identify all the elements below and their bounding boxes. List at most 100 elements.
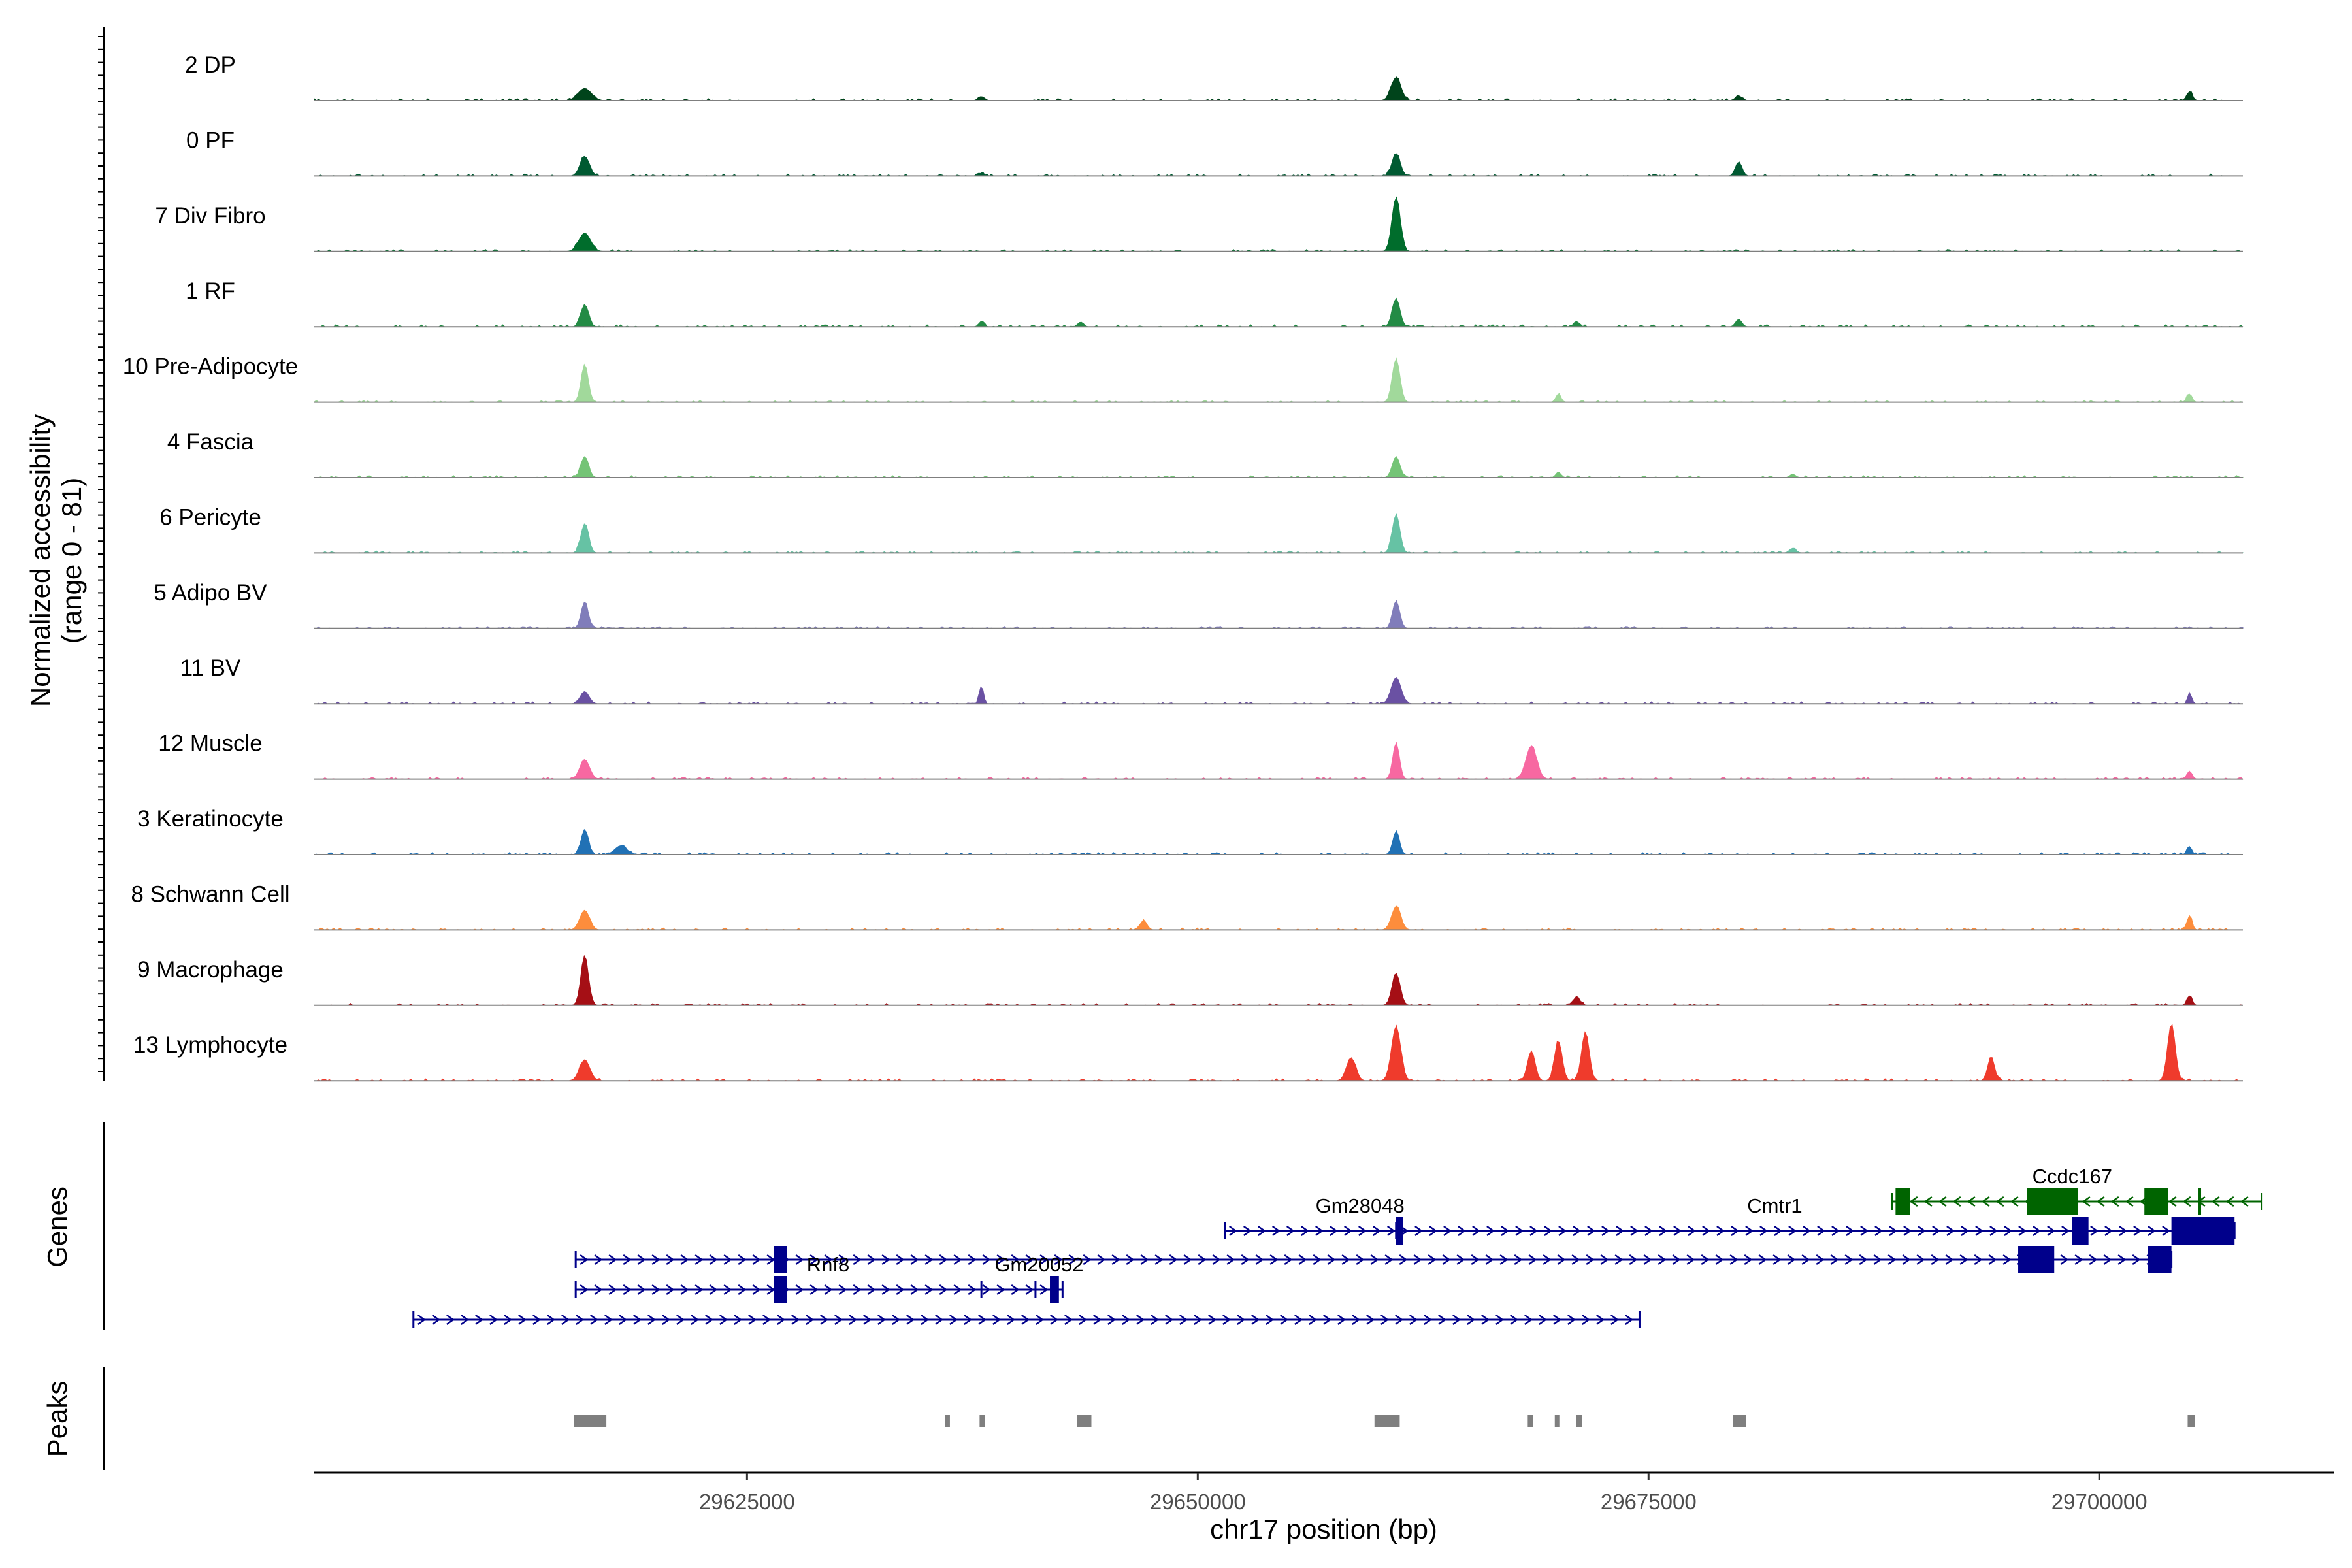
strand-chevron	[1007, 1314, 1015, 1326]
strand-chevron	[1688, 1225, 1697, 1237]
coverage-area	[314, 196, 2243, 252]
strand-chevron	[939, 1284, 948, 1296]
gene-exon	[774, 1276, 787, 1303]
strand-chevron	[1558, 1225, 1567, 1237]
strand-chevron	[417, 1314, 426, 1326]
strand-chevron	[1452, 1314, 1461, 1326]
strand-chevron	[1025, 1254, 1034, 1266]
strand-chevron	[637, 1284, 646, 1296]
strand-chevron	[1424, 1314, 1432, 1326]
strand-chevron	[1659, 1225, 1668, 1237]
strand-chevron	[1154, 1254, 1164, 1266]
strand-chevron	[1093, 1314, 1102, 1326]
strand-chevron	[1050, 1314, 1058, 1326]
gene-exon	[2148, 1246, 2172, 1273]
strand-chevron	[824, 1254, 833, 1266]
strand-chevron	[1788, 1225, 1797, 1237]
strand-chevron	[1974, 1254, 1983, 1266]
strand-chevron	[834, 1314, 843, 1326]
gene-label: Gm20052	[994, 1253, 1083, 1276]
strand-chevron	[518, 1314, 527, 1326]
strand-chevron	[1356, 1254, 1365, 1266]
coverage-y-axis	[98, 27, 105, 1081]
strand-chevron	[651, 1284, 661, 1296]
strand-chevron	[1241, 1254, 1250, 1266]
strand-chevron	[1916, 1254, 1925, 1266]
strand-chevron	[680, 1284, 689, 1296]
gene-exon	[1396, 1217, 1403, 1245]
strand-chevron	[1054, 1254, 1063, 1266]
strand-chevron	[1068, 1254, 1077, 1266]
gene-exon	[2027, 1188, 2078, 1215]
strand-chevron	[906, 1314, 915, 1326]
strand-chevron	[2133, 1225, 2142, 1237]
strand-chevron	[1803, 1225, 1812, 1237]
strand-chevron	[1358, 1225, 1367, 1237]
strand-chevron	[877, 1314, 886, 1326]
strand-chevron	[738, 1284, 747, 1296]
strand-chevron	[1414, 1225, 1424, 1237]
strand-chevron	[580, 1254, 589, 1266]
strand-chevron	[2197, 1196, 2206, 1207]
strand-chevron	[580, 1284, 589, 1296]
strand-chevron	[1309, 1314, 1317, 1326]
x-tick-label: 29675000	[1601, 1490, 1697, 1514]
gene-exon	[1895, 1188, 1910, 1215]
track-label: 3 Keratinocyte	[137, 806, 284, 832]
strand-chevron	[594, 1254, 603, 1266]
x-tick-label: 29625000	[699, 1490, 795, 1514]
peak-region	[1374, 1415, 1400, 1427]
strand-chevron	[1428, 1254, 1437, 1266]
coverage-area	[314, 600, 2244, 629]
strand-chevron	[1486, 1225, 1495, 1237]
x-axis-ticks: 29625000 29650000 29675000 29700000	[699, 1473, 2148, 1514]
strand-chevron	[2119, 1225, 2128, 1237]
strand-chevron	[1946, 1225, 1955, 1237]
track-label: 0 PF	[186, 127, 235, 153]
strand-chevron	[2132, 1254, 2141, 1266]
strand-chevron	[619, 1314, 627, 1326]
strand-chevron	[1625, 1314, 1633, 1326]
strand-chevron	[1165, 1314, 1173, 1326]
strand-chevron	[1981, 1196, 1990, 1207]
strand-chevron	[1443, 1225, 1452, 1237]
strand-chevron	[1909, 1196, 1918, 1207]
strand-chevron	[2225, 1196, 2234, 1207]
strand-chevron	[1887, 1254, 1897, 1266]
strand-chevron	[1702, 1225, 1711, 1237]
strand-chevron	[662, 1314, 670, 1326]
gene-transcript-3	[574, 1246, 2173, 1273]
strand-chevron	[1243, 1225, 1252, 1237]
strand-chevron	[953, 1284, 962, 1296]
strand-chevron	[489, 1314, 498, 1326]
strand-chevron	[1801, 1254, 1810, 1266]
strand-chevron	[2117, 1254, 2127, 1266]
coverage-area	[314, 357, 2244, 403]
strand-chevron	[964, 1314, 972, 1326]
strand-chevron	[1495, 1314, 1504, 1326]
gene-rnf8: Rnf8	[574, 1253, 1064, 1303]
strand-chevron	[590, 1314, 598, 1326]
strand-chevron	[608, 1254, 617, 1266]
track-8: 5 Adipo BV	[154, 580, 2244, 629]
strand-chevron	[1315, 1225, 1324, 1237]
strand-chevron	[1286, 1225, 1295, 1237]
strand-chevron	[1485, 1254, 1494, 1266]
strand-chevron	[446, 1314, 455, 1326]
strand-chevron	[949, 1314, 958, 1326]
strand-chevron	[1271, 1225, 1281, 1237]
strand-chevron	[1429, 1225, 1438, 1237]
strand-chevron	[637, 1254, 646, 1266]
gene-exon	[774, 1246, 787, 1273]
strand-chevron	[1873, 1254, 1882, 1266]
coverage-area	[314, 828, 2243, 855]
strand-chevron	[1343, 1225, 1352, 1237]
strand-chevron	[1586, 1254, 1595, 1266]
strand-chevron	[806, 1314, 814, 1326]
strand-chevron	[633, 1314, 642, 1326]
strand-chevron	[1284, 1254, 1293, 1266]
strand-chevron	[1731, 1225, 1740, 1237]
strand-chevron	[1237, 1314, 1245, 1326]
strand-chevron	[2168, 1196, 2177, 1207]
